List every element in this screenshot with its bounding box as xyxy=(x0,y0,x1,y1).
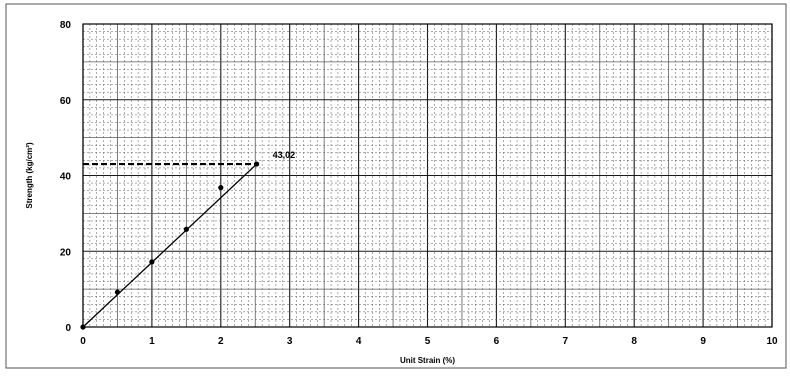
fit-line xyxy=(82,163,258,328)
data-marks xyxy=(80,161,260,330)
x-tick-label: 0 xyxy=(80,336,86,347)
x-axis-title: Unit Strain (%) xyxy=(400,356,455,365)
data-point xyxy=(218,185,224,191)
x-tick-label: 7 xyxy=(563,336,569,347)
y-axis-title: Strength (kg/cm²) xyxy=(25,142,34,209)
chart-border xyxy=(5,3,787,369)
y-tick-label: 80 xyxy=(60,20,72,31)
x-tick-label: 2 xyxy=(218,336,224,347)
x-tick-label: 9 xyxy=(700,336,706,347)
x-tick-label: 5 xyxy=(425,336,431,347)
peak-value-label: 43,02 xyxy=(273,150,296,160)
plot-frame xyxy=(82,23,773,328)
data-point xyxy=(183,226,189,232)
tick-labels: 0 1 2 3 4 5 6 7 8 9 10 0 20 40 60 80 xyxy=(60,20,778,347)
peak-point xyxy=(254,161,260,167)
x-tick-label: 1 xyxy=(149,336,155,347)
x-tick-label: 8 xyxy=(631,336,637,347)
y-tick-label: 40 xyxy=(60,172,72,183)
y-tick-label: 20 xyxy=(60,247,72,258)
data-point xyxy=(114,289,121,295)
x-tick-label: 4 xyxy=(356,336,362,347)
data-point xyxy=(80,324,86,330)
x-tick-label: 10 xyxy=(766,336,778,347)
y-tick-label: 0 xyxy=(65,323,71,334)
x-tick-label: 3 xyxy=(287,336,293,347)
x-tick-label: 6 xyxy=(494,336,500,347)
y-tick-label: 60 xyxy=(60,96,72,107)
grid xyxy=(82,23,773,328)
data-point xyxy=(149,259,155,265)
